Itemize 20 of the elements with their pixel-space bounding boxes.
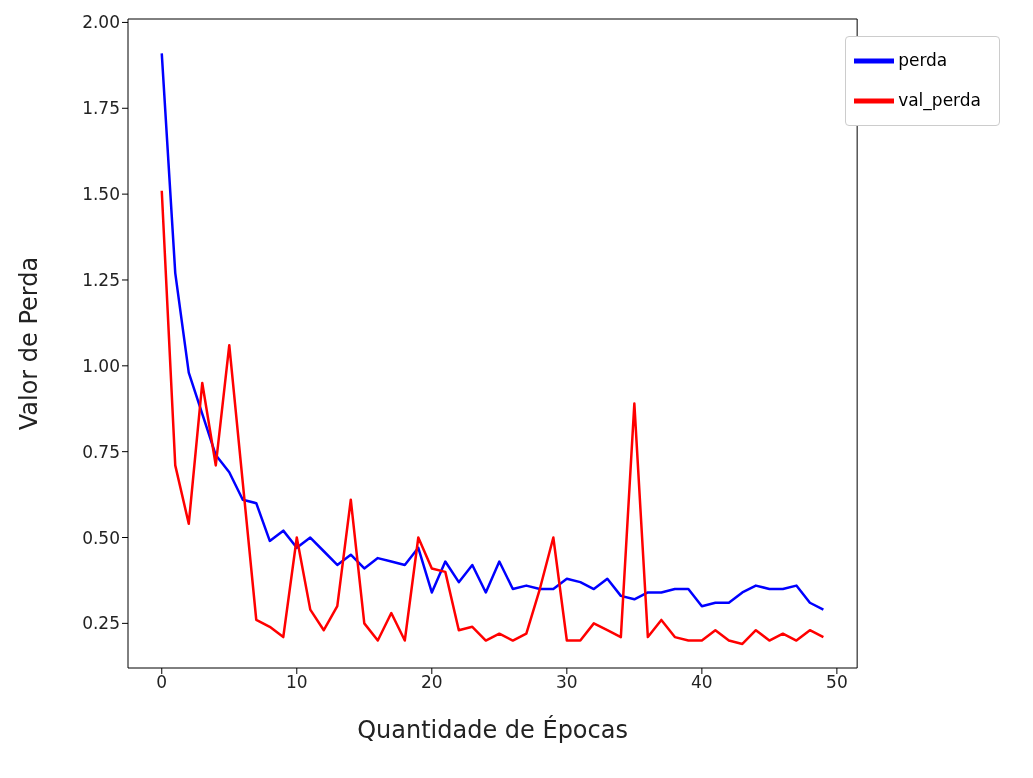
x-tick-label: 10 xyxy=(285,672,308,693)
x-tick-label: 50 xyxy=(826,672,848,693)
x-axis-title: Quantidade de Épocas xyxy=(357,715,628,744)
y-tick-label: 1.75 xyxy=(82,98,120,119)
line-series xyxy=(160,52,825,611)
legend-label: perda xyxy=(898,50,948,70)
y-tick-label: 1.00 xyxy=(82,355,120,376)
y-tick-label: 0.50 xyxy=(82,527,120,548)
y-tick-label: 0.75 xyxy=(82,441,120,462)
legend-label: val_perda xyxy=(898,90,981,110)
y-tick-label: 1.25 xyxy=(82,270,120,291)
y-tick-label: 0.25 xyxy=(82,613,120,634)
line-series xyxy=(160,189,825,646)
x-tick-label: 30 xyxy=(556,672,578,693)
x-tick-label: 20 xyxy=(420,672,443,693)
x-tick-label: 40 xyxy=(691,672,713,693)
y-tick-label: 2.00 xyxy=(82,12,120,33)
y-tick-label: 1.50 xyxy=(82,184,120,205)
x-tick-label: 0 xyxy=(156,672,168,693)
y-axis-title: Valor de Perda xyxy=(14,256,43,431)
